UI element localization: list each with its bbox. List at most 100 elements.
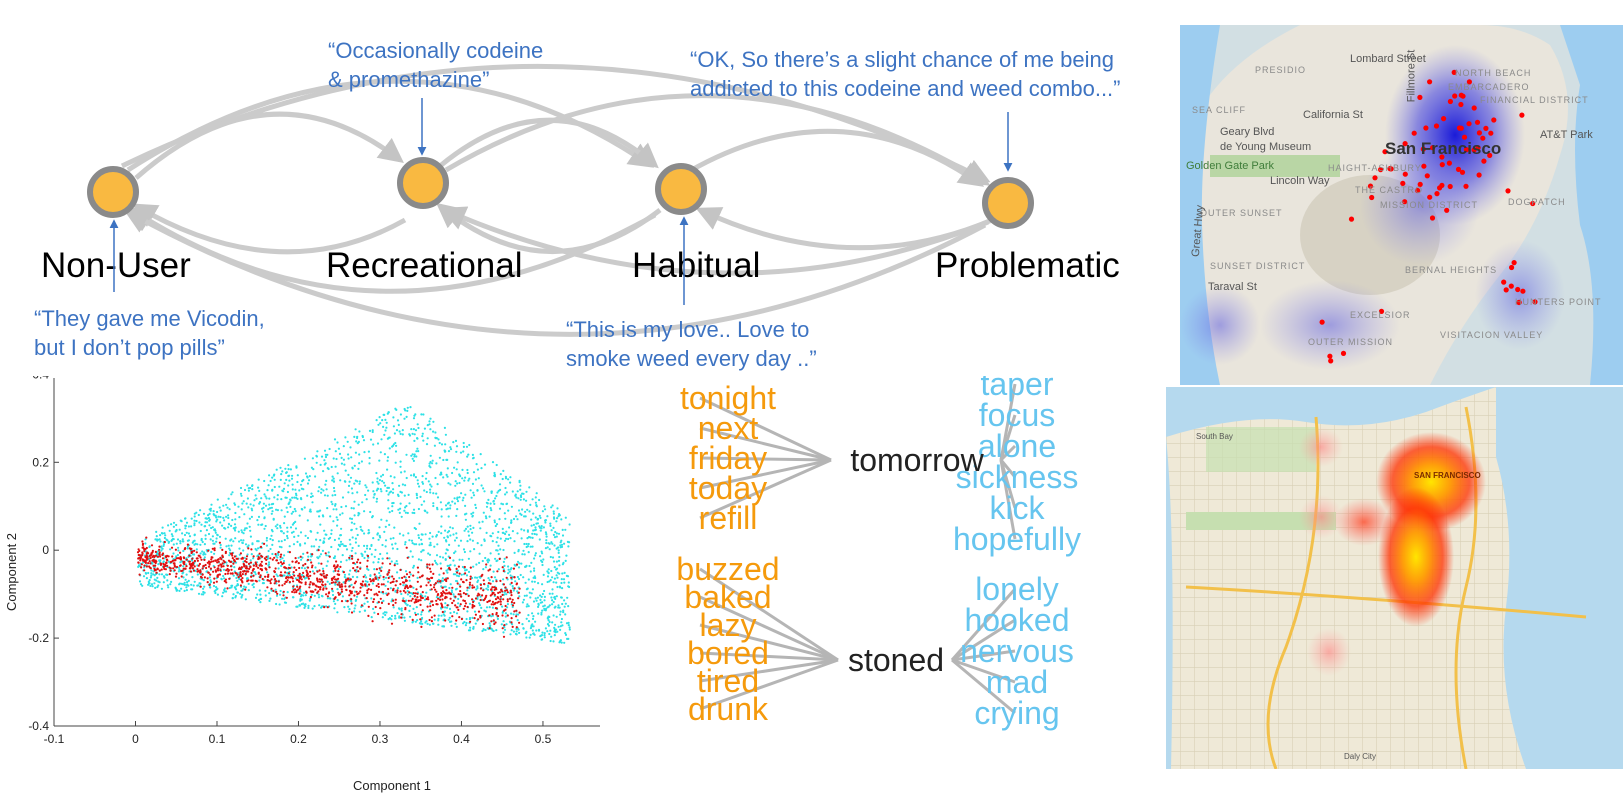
scatter-point-red bbox=[353, 594, 356, 597]
scatter-point-cyan bbox=[552, 614, 555, 617]
scatter-point-cyan bbox=[267, 561, 271, 564]
scatter-point-cyan bbox=[265, 536, 268, 540]
scatter-point-cyan bbox=[284, 601, 288, 604]
scatter-point-cyan bbox=[420, 550, 423, 553]
scatter-point-cyan bbox=[249, 559, 252, 562]
scatter-point-cyan bbox=[223, 577, 226, 580]
scatter-point-red bbox=[428, 618, 431, 622]
scatter-point-cyan bbox=[333, 438, 337, 441]
scatter-point-cyan bbox=[522, 598, 526, 601]
scatter-point-cyan bbox=[450, 624, 453, 627]
scatter-point-red bbox=[499, 603, 502, 606]
scatter-point-red bbox=[491, 593, 494, 596]
scatter-point-cyan bbox=[205, 529, 208, 532]
scatter-point-cyan bbox=[300, 598, 303, 601]
scatter-point-cyan bbox=[483, 609, 486, 612]
scatter-point-cyan bbox=[509, 476, 512, 479]
scatter-point-cyan bbox=[557, 532, 561, 535]
y-tick-label: 0.4 bbox=[32, 376, 49, 381]
scatter-point-red bbox=[377, 601, 380, 604]
scatter-point-red bbox=[482, 579, 485, 582]
scatter-point-cyan bbox=[264, 524, 267, 528]
scatter-point-cyan bbox=[393, 432, 396, 435]
scatter-point-cyan bbox=[561, 602, 564, 606]
scatter-point-cyan bbox=[286, 537, 289, 540]
scatter-point-cyan bbox=[349, 543, 352, 546]
scatter-point-cyan bbox=[411, 621, 414, 624]
scatter-point-cyan bbox=[334, 493, 337, 497]
scatter-point-cyan bbox=[399, 460, 402, 463]
scatter-point-cyan bbox=[287, 484, 290, 487]
scatter-point-red bbox=[174, 575, 178, 578]
scatter-point-cyan bbox=[307, 606, 310, 610]
scatter-point-cyan bbox=[285, 496, 288, 499]
scatter-point-cyan bbox=[529, 596, 532, 599]
scatter-point-cyan bbox=[202, 553, 205, 556]
scatter-point-cyan bbox=[340, 456, 343, 459]
scatter-point-red bbox=[196, 559, 199, 562]
scatter-point-cyan bbox=[183, 583, 186, 586]
scatter-point-red bbox=[401, 581, 405, 584]
scatter-point-cyan bbox=[172, 552, 175, 555]
scatter-point-red bbox=[300, 581, 303, 584]
scatter-point-cyan bbox=[336, 588, 339, 591]
scatter-point-cyan bbox=[141, 584, 144, 587]
scatter-point-red bbox=[513, 610, 516, 613]
scatter-point-cyan bbox=[563, 581, 566, 584]
scatter-point-red bbox=[323, 606, 326, 609]
map-top-label-hunters: HUNTERS POINT bbox=[1515, 297, 1602, 307]
scatter-point-cyan bbox=[339, 560, 343, 563]
scatter-point-red bbox=[441, 610, 444, 614]
scatter-point-cyan bbox=[487, 558, 490, 561]
map-point bbox=[1415, 187, 1421, 194]
scatter-point-cyan bbox=[458, 496, 461, 499]
word-edge bbox=[951, 658, 1016, 684]
scatter-point-red bbox=[141, 552, 144, 555]
scatter-point-red bbox=[322, 572, 325, 575]
scatter-point-red bbox=[372, 598, 376, 601]
scatter-point-red bbox=[285, 576, 288, 579]
word-left: refill bbox=[699, 500, 758, 536]
scatter-point-cyan bbox=[532, 615, 535, 618]
scatter-point-red bbox=[304, 583, 307, 586]
scatter-point-cyan bbox=[526, 603, 529, 606]
scatter-point-cyan bbox=[397, 508, 400, 511]
scatter-point-red bbox=[338, 573, 341, 576]
scatter-point-red bbox=[312, 582, 315, 585]
scatter-point-red bbox=[284, 571, 287, 574]
scatter-point-red bbox=[153, 567, 156, 570]
scatter-point-red bbox=[515, 563, 519, 566]
scatter-point-cyan bbox=[296, 497, 299, 500]
scatter-point-cyan bbox=[420, 413, 423, 416]
scatter-point-cyan bbox=[331, 593, 335, 597]
scatter-point-cyan bbox=[267, 484, 270, 487]
scatter-point-cyan bbox=[246, 522, 249, 525]
scatter-point-cyan bbox=[354, 537, 357, 540]
scatter-point-cyan bbox=[287, 502, 290, 506]
scatter-point-cyan bbox=[531, 498, 534, 501]
scatter-point-cyan bbox=[379, 552, 382, 556]
scatter-point-cyan bbox=[460, 492, 463, 495]
scatter-point-cyan bbox=[148, 545, 151, 549]
scatter-point-cyan bbox=[225, 515, 228, 518]
scatter-point-cyan bbox=[445, 473, 448, 476]
scatter-point-red bbox=[469, 575, 472, 578]
scatter-point-cyan bbox=[543, 608, 546, 611]
scatter-point-cyan bbox=[302, 594, 305, 597]
scatter-point-cyan bbox=[537, 602, 540, 605]
scatter-point-cyan bbox=[374, 548, 377, 551]
scatter-point-cyan bbox=[263, 527, 266, 530]
scatter-point-red bbox=[188, 560, 191, 563]
scatter-point-cyan bbox=[550, 541, 553, 544]
scatter-point-cyan bbox=[185, 573, 188, 576]
map-point bbox=[1400, 180, 1406, 186]
scatter-point-cyan bbox=[367, 529, 370, 532]
scatter-point-red bbox=[414, 592, 417, 595]
scatter-point-cyan bbox=[276, 527, 279, 530]
scatter-point-cyan bbox=[471, 515, 474, 518]
scatter-point-cyan bbox=[156, 538, 159, 541]
scatter-point-cyan bbox=[170, 523, 173, 526]
scatter-point-red bbox=[292, 585, 295, 588]
scatter-point-cyan bbox=[291, 596, 295, 599]
scatter-point-cyan bbox=[403, 417, 406, 420]
